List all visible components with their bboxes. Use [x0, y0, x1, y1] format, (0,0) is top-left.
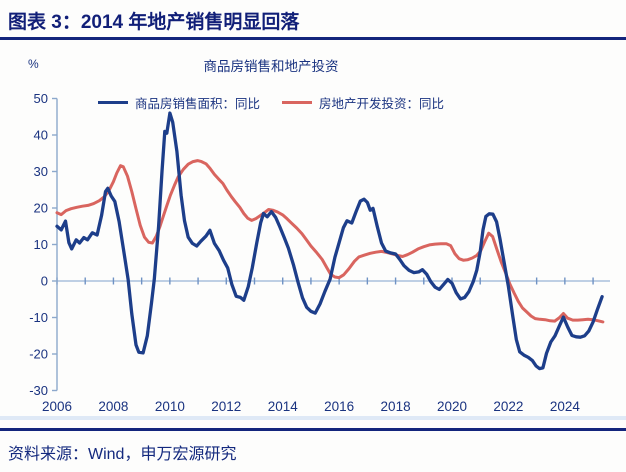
chart-legend: 商品房销售面积：同比 房地产开发投资：同比	[0, 93, 542, 112]
svg-text:50: 50	[34, 91, 48, 106]
legend-label-sales: 商品房销售面积：同比	[134, 97, 260, 111]
svg-text:0: 0	[41, 274, 48, 289]
svg-text:2008: 2008	[98, 399, 128, 414]
svg-text:2006: 2006	[42, 399, 72, 414]
svg-text:10: 10	[34, 237, 48, 252]
source-text: 资料来源：Wind，申万宏源研究	[8, 446, 237, 463]
svg-text:2012: 2012	[211, 399, 241, 414]
y-axis-unit-label: %	[28, 57, 39, 71]
chart-bottom-edge-band	[0, 416, 626, 420]
legend-item-sales: 商品房销售面积：同比	[97, 93, 260, 112]
header-rule	[0, 37, 626, 40]
svg-text:-20: -20	[29, 347, 48, 362]
legend-item-investment: 房地产开发投资：同比	[282, 93, 444, 112]
svg-text:2010: 2010	[155, 399, 185, 414]
svg-text:-30: -30	[29, 383, 48, 398]
page-title: 图表 3：2014 年地产销售明显回落	[8, 12, 300, 33]
svg-text:2024: 2024	[550, 399, 581, 414]
svg-text:30: 30	[34, 164, 48, 179]
footer-rule	[0, 428, 626, 431]
svg-text:-10: -10	[29, 310, 48, 325]
svg-text:2020: 2020	[437, 399, 467, 414]
svg-text:40: 40	[34, 128, 48, 143]
svg-text:2014: 2014	[268, 399, 299, 414]
legend-label-investment: 房地产开发投资：同比	[319, 97, 445, 111]
svg-text:2018: 2018	[381, 399, 411, 414]
svg-text:2016: 2016	[324, 399, 354, 414]
chart-title: 商品房销售和地产投资	[203, 59, 339, 74]
svg-text:2022: 2022	[493, 399, 523, 414]
blue-line-swatch-icon	[97, 100, 128, 105]
svg-text:20: 20	[34, 201, 48, 216]
red-line-swatch-icon	[282, 100, 312, 105]
